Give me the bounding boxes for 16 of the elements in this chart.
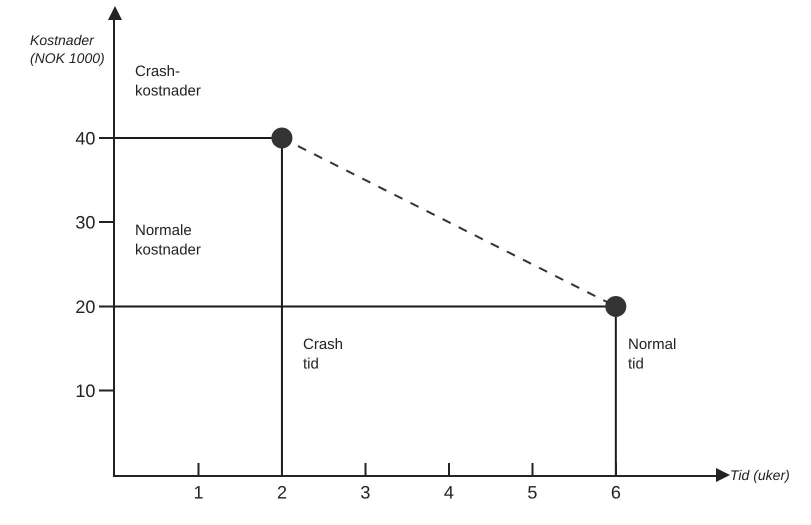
x-tick-label: 2 [276,482,287,503]
x-tick-label: 1 [193,482,204,503]
annotation: Normale kostnader [135,222,201,258]
x-tick-label: 5 [527,482,538,503]
annotation: Crash tid [303,336,344,372]
y-tick-label: 20 [75,296,96,317]
annotation: Crash- kostnader [135,63,201,100]
y-tick-label: 30 [75,212,96,233]
x-tick-label: 6 [610,482,621,503]
x-tick-label: 3 [360,482,370,503]
y-tick-label: 40 [75,128,96,148]
x-axis-title: Tid (uker) [730,467,790,483]
annotation: Normal tid [628,336,676,372]
x-tick-label: 4 [444,482,454,503]
y-tick-label: 10 [75,381,96,402]
y-axis-title: Kostnader (NOK 1000) [30,32,105,66]
